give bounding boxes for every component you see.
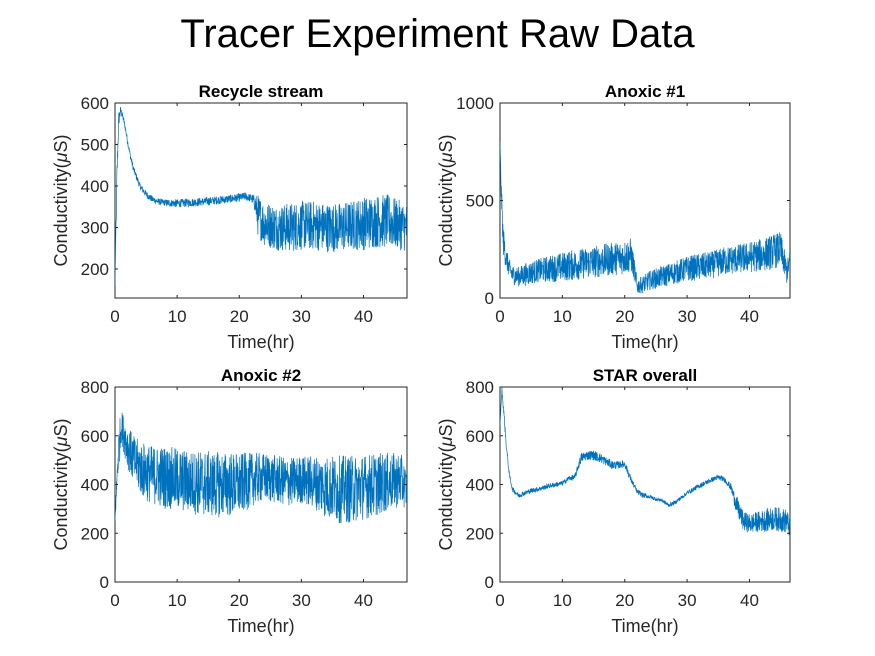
y-tick-label: 200 (81, 524, 109, 543)
x-tick-label: 40 (740, 307, 759, 326)
y-label-unit: S) (51, 135, 71, 153)
subplot-1: 0 10 20 30 40 200 300 400 500 600 Recycle stream Ti… (51, 82, 408, 352)
y-tick-label: 600 (81, 427, 109, 446)
y-tick-label: 1000 (456, 94, 494, 113)
y-label-unit: S) (51, 419, 71, 437)
subplot-2: 0 10 20 30 40 0 500 1000 Anoxic #1 Time(hr) Conduc… (436, 82, 791, 352)
x-tick-label: 30 (292, 307, 311, 326)
y-label-mu: μ (436, 436, 456, 447)
x-tick-label: 20 (230, 591, 249, 610)
x-tick-label: 30 (678, 591, 697, 610)
x-axis-label: Time(hr) (227, 616, 294, 636)
subplot-title: Anoxic #2 (221, 366, 301, 385)
y-axis-label: Conductivity(μS) (436, 419, 456, 551)
series-line-1 (500, 387, 790, 536)
figure-title: Tracer Experiment Raw Data (180, 12, 695, 56)
y-tick-label: 0 (100, 573, 109, 592)
y-label-mu: μ (51, 152, 71, 163)
y-axis-label: Conductivity(μS) (51, 419, 71, 551)
y-tick-label: 200 (81, 260, 109, 279)
y-tick-label: 300 (81, 218, 109, 237)
x-tick-label: 40 (740, 591, 759, 610)
x-axis-label: Time(hr) (227, 332, 294, 352)
subplot-title: Recycle stream (199, 82, 324, 101)
y-axis-label: Conductivity(μS) (436, 135, 456, 267)
x-tick-label: 0 (110, 591, 119, 610)
x-axis-label: Time(hr) (611, 332, 678, 352)
x-tick-label: 0 (495, 591, 504, 610)
y-label-part: Conductivity( (51, 446, 71, 550)
y-label-part: Conductivity( (436, 446, 456, 550)
y-label-unit: S) (436, 419, 456, 437)
x-tick-label: 40 (354, 307, 373, 326)
x-tick-label: 20 (615, 591, 634, 610)
x-tick-label: 20 (615, 307, 634, 326)
y-label-part: Conductivity( (436, 162, 456, 266)
x-tick-label: 20 (230, 307, 249, 326)
x-tick-label: 30 (292, 591, 311, 610)
x-tick-label: 30 (678, 307, 697, 326)
y-tick-label: 0 (485, 289, 494, 308)
y-tick-label: 500 (81, 135, 109, 154)
x-tick-label: 10 (553, 307, 572, 326)
x-tick-label: 0 (495, 307, 504, 326)
y-label-part: Conductivity( (51, 162, 71, 266)
series-line-1 (500, 141, 790, 294)
y-tick-label: 400 (466, 476, 494, 495)
series-line-1 (115, 412, 407, 524)
series-line-1 (115, 107, 407, 286)
y-tick-label: 800 (466, 378, 494, 397)
axes-box (499, 386, 791, 583)
y-tick-label: 400 (81, 476, 109, 495)
x-tick-label: 10 (168, 591, 187, 610)
y-axis-label: Conductivity(μS) (51, 135, 71, 267)
x-tick-label: 10 (553, 591, 572, 610)
y-tick-label: 600 (466, 427, 494, 446)
y-label-unit: S) (436, 135, 456, 153)
y-tick-label: 500 (466, 192, 494, 211)
y-tick-label: 600 (81, 94, 109, 113)
y-tick-label: 400 (81, 177, 109, 196)
y-tick-label: 800 (81, 378, 109, 397)
x-axis-label: Time(hr) (611, 616, 678, 636)
subplot-title: Anoxic #1 (605, 82, 685, 101)
subplot-title: STAR overall (593, 366, 698, 385)
y-label-mu: μ (51, 436, 71, 447)
x-tick-label: 0 (110, 307, 119, 326)
y-tick-label: 200 (466, 524, 494, 543)
x-tick-label: 40 (354, 591, 373, 610)
y-tick-label: 0 (485, 573, 494, 592)
axes-box (114, 102, 408, 299)
x-tick-label: 10 (168, 307, 187, 326)
y-label-mu: μ (436, 152, 456, 163)
